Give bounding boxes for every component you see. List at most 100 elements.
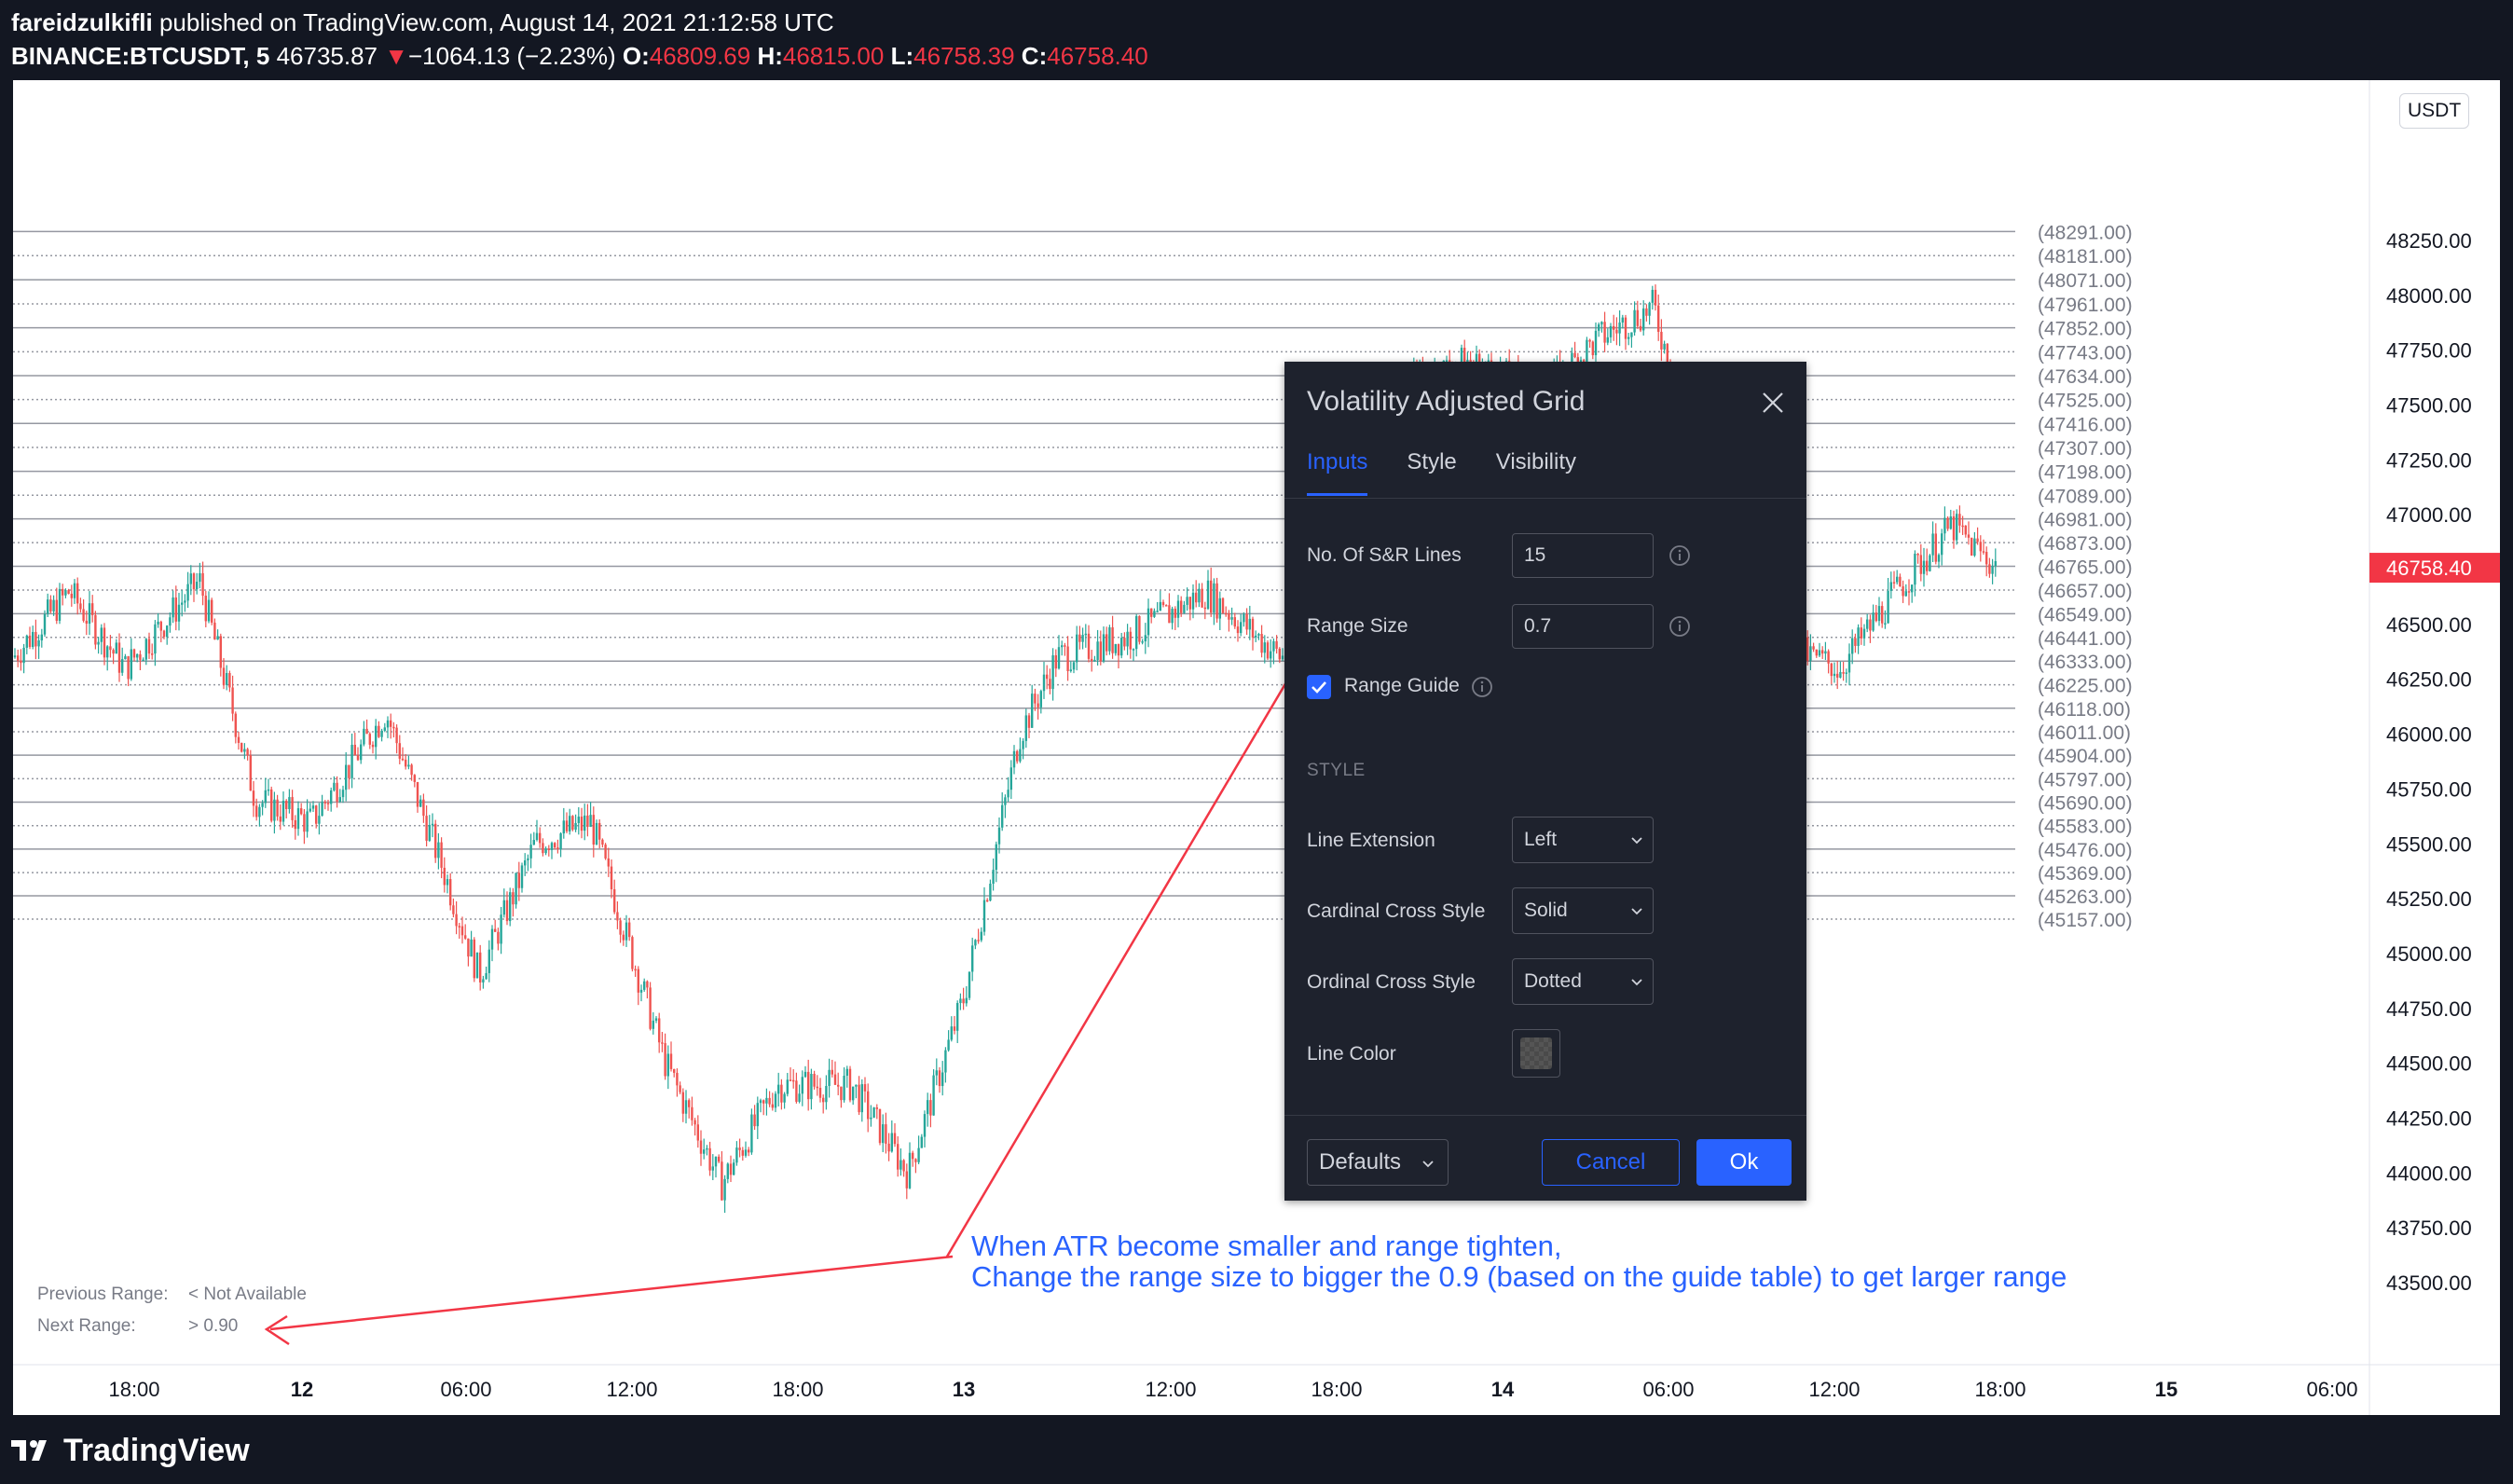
author-name[interactable]: fareidzulkifli [11,8,153,36]
range-size-input[interactable]: 0.7 [1512,604,1654,649]
sr-level-label: (45157.00) [2038,910,2133,931]
candle-body [893,1133,897,1145]
candle-body [1233,617,1236,627]
candle-body [1943,517,1946,534]
candle-body [437,842,440,859]
candle-body [992,870,995,885]
candle-body [803,1071,807,1078]
candle-body [1093,659,1096,662]
ordinal-cross-select[interactable]: Dotted [1512,958,1654,1005]
candle-body [997,827,1001,845]
candle-body [309,808,311,812]
candle-body [103,627,106,658]
info-icon[interactable] [1668,615,1691,638]
candle-body [1159,601,1161,611]
cardinal-cross-value: Solid [1524,900,1568,921]
line-extension-select[interactable]: Left [1512,817,1654,863]
candle-body [897,1144,899,1170]
chevron-down-icon [1631,908,1642,915]
tab-divider [1284,498,1806,499]
annotation-text: When ATR become smaller and range tighte… [971,1230,2067,1292]
candle-body [1213,583,1215,613]
candle-body [94,614,97,645]
sr-lines-input[interactable]: 15 [1512,533,1654,578]
candle-body [1956,514,1958,541]
candle-body [1138,615,1141,642]
cancel-button[interactable]: Cancel [1542,1139,1680,1186]
candle-body [520,865,524,888]
candle-body [234,713,237,737]
candle-body [333,782,336,790]
chart-pane[interactable]: (48291.00) (48181.00) (48071.00) (47961.00)… [13,80,2500,1415]
candle-body [995,844,997,871]
candle-body [353,744,356,756]
tab-visibility[interactable]: Visibility [1495,449,1576,474]
candle-body [1812,646,1815,650]
close-icon[interactable] [1760,390,1786,416]
candle-body [515,873,517,905]
candle-body [40,634,43,641]
candle-body [902,1160,905,1172]
candle-body [252,790,255,806]
candle-body [360,744,363,761]
high-label: H: [757,42,783,70]
sr-level-label: (47525.00) [2038,391,2133,412]
candle-body [37,640,40,647]
candle-body [571,816,574,831]
cardinal-cross-select[interactable]: Solid [1512,887,1654,934]
candle-body [1016,750,1019,762]
candle-body [688,1100,691,1107]
candle-body [1994,560,1997,567]
candle-body [822,1097,825,1103]
currency-badge[interactable]: USDT [2399,93,2470,129]
candle-body [410,764,413,776]
candle-body [1165,605,1168,607]
info-icon[interactable] [1668,544,1691,567]
candle-body [637,969,639,993]
candle-body [544,848,547,854]
candle-body [1251,618,1255,638]
range-guide-checkbox[interactable] [1307,675,1331,699]
chart-canvas[interactable]: (48291.00) (48181.00)(48071.00) (47961.00)… [13,80,2500,1415]
chevron-down-icon [1422,1161,1434,1168]
candle-body [1862,628,1866,639]
range-guide-label[interactable]: Range Guide [1344,675,1460,696]
candle-body [1636,309,1639,326]
tradingview-logo[interactable]: TradingView [11,1432,250,1469]
candle-body [368,734,371,745]
candle-body [953,1026,956,1031]
candle-body [1847,653,1851,673]
candle-body [1475,353,1478,366]
info-icon[interactable] [1471,676,1493,698]
defaults-button[interactable]: Defaults [1307,1139,1449,1186]
sr-level-label: (46011.00) [2038,722,2131,744]
candle-body [539,832,542,844]
time-tick-label: 12:00 [1808,1378,1860,1401]
close-value: 46758.40 [1047,42,1148,70]
candle-body [228,673,231,688]
candle-body [616,912,619,921]
candle-body [938,1070,941,1087]
candle-body [1120,638,1123,656]
candle-body [1099,641,1102,662]
style-section-heading: STYLE [1307,761,1366,780]
candle-body [1964,525,1967,535]
candle-body [1049,679,1051,690]
sr-level-label: (47307.00) [2038,438,2133,460]
candle-body [1985,552,1988,565]
candle-body [470,939,473,957]
current-price-label: 46758.40 [2386,556,2472,580]
candle-body [338,797,341,802]
tradingview-logo-text: TradingView [63,1432,250,1468]
candle-body [497,931,500,944]
line-color-swatch[interactable] [1512,1029,1560,1078]
tab-inputs[interactable]: Inputs [1307,449,1368,496]
change-arrow-icon: ▼ [384,42,408,70]
ok-button[interactable]: Ok [1696,1139,1792,1186]
tab-style[interactable]: Style [1407,449,1457,474]
candle-body [270,789,273,821]
low-label: L: [890,42,914,70]
candle-body [1815,649,1818,656]
candle-body [947,1039,950,1051]
candle-body [944,1050,947,1073]
